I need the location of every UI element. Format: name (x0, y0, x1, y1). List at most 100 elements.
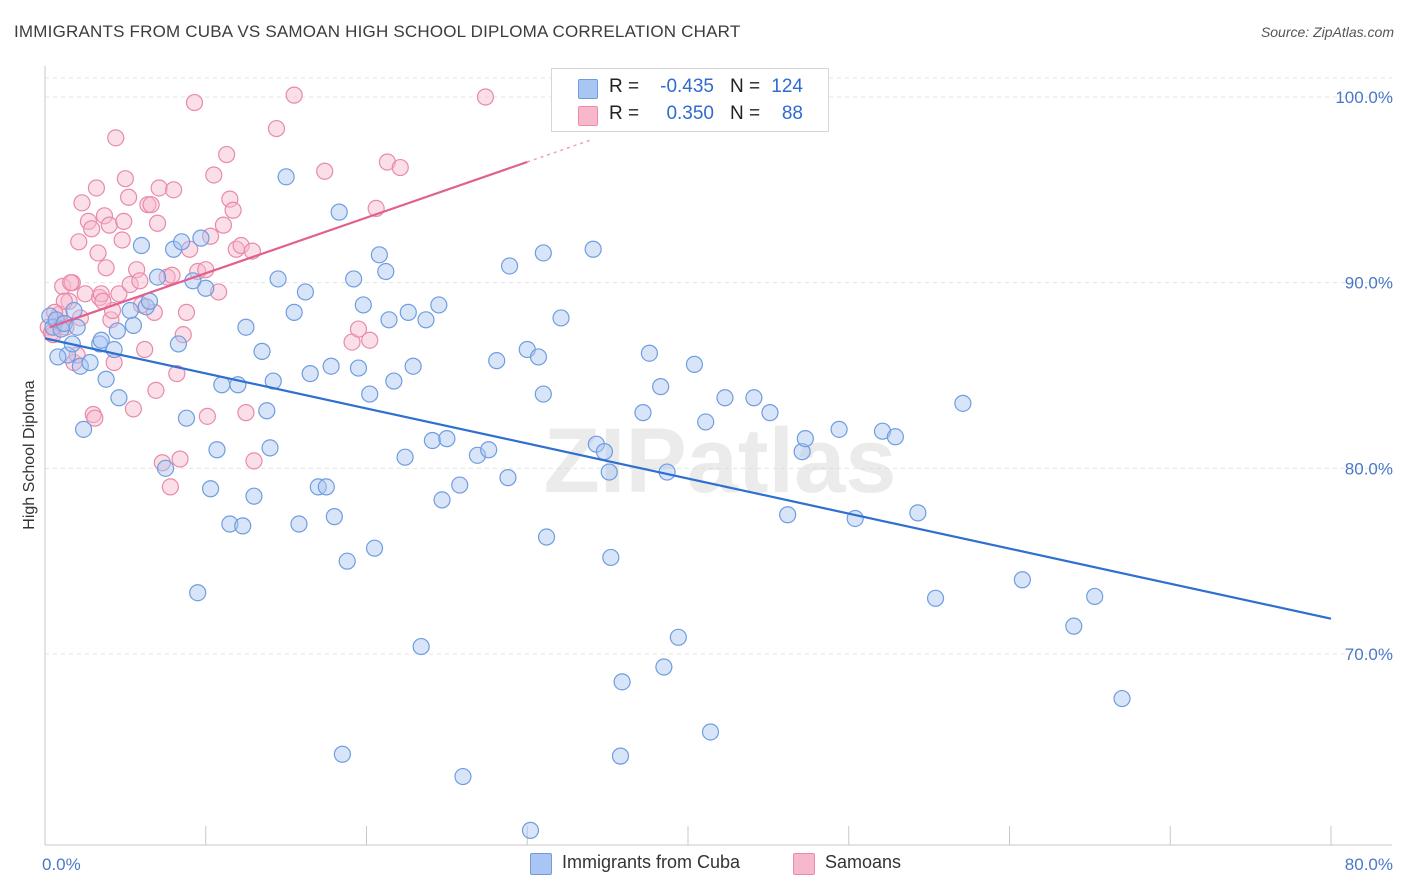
cuba-point (325, 508, 343, 526)
cuba-point (634, 404, 652, 422)
y-axis-title: High School Diploma (21, 380, 38, 530)
cuba-point (873, 422, 892, 440)
cuba-point (926, 589, 945, 607)
cuba-point (132, 236, 151, 255)
samoans-point (168, 365, 186, 383)
cuba-point (385, 372, 403, 390)
samoans-point (221, 190, 239, 208)
samoans-point (285, 86, 303, 104)
cuba-point (602, 548, 620, 567)
trend-lines (44, 139, 1332, 620)
y-tick-label: 80.0% (1345, 459, 1393, 478)
cuba-point (322, 357, 340, 375)
cuba-point (277, 168, 295, 186)
cuba-point (317, 478, 335, 496)
cuba-point (404, 357, 422, 375)
cuba-point (399, 303, 417, 321)
gridlines (45, 77, 1392, 655)
cuba-point (173, 233, 191, 251)
samoans-point (54, 277, 72, 295)
samoans-point (83, 220, 101, 238)
samoans-trend-extension (527, 139, 592, 163)
samoans-legend-label: Samoans (825, 852, 902, 872)
cuba-point (71, 357, 89, 375)
cuba-point (600, 463, 618, 481)
legend-row-samoans: R = 0.350 N = 88 (552, 100, 828, 128)
samoans-point (237, 404, 255, 422)
samoans-point (95, 207, 114, 225)
cuba-point (886, 428, 904, 446)
cuba-point (451, 476, 469, 494)
cuba-point (613, 673, 631, 691)
cuba-point (269, 270, 287, 288)
samoans-point (124, 400, 143, 418)
cuba-point (108, 322, 126, 340)
samoans-point (171, 450, 189, 468)
samoans-point (128, 261, 146, 279)
legend-n-value: 88 (781, 103, 803, 124)
cuba-point (124, 316, 143, 334)
cuba-point (189, 584, 207, 602)
samoans-point (378, 153, 396, 171)
cuba-point (208, 441, 226, 459)
samoans-point (86, 409, 104, 427)
legend-n-label: N = (730, 103, 761, 124)
samoans-trend-line (49, 160, 528, 329)
samoans-point (218, 145, 236, 164)
cuba-point (685, 355, 704, 373)
cuba-point (121, 301, 139, 320)
cuba-point (148, 268, 167, 286)
samoans-point (148, 214, 167, 232)
samoans-point (165, 181, 183, 199)
samoans-point (100, 216, 118, 234)
samoans-point (361, 331, 379, 349)
cuba-swatch (578, 79, 598, 99)
cuba-point (396, 448, 414, 466)
samoans-point (214, 216, 233, 234)
cuba-point (137, 298, 155, 316)
samoans-point (89, 244, 107, 262)
x-tick-label: 0.0% (42, 855, 81, 874)
cuba-point (534, 244, 552, 262)
cuba-point (1013, 571, 1031, 589)
samoans-legend-swatch (793, 853, 815, 875)
cuba-point (55, 314, 73, 333)
cuba-point (430, 296, 448, 314)
cuba-point (361, 385, 379, 403)
cuba-point (201, 480, 220, 498)
cuba-point (380, 311, 398, 329)
cuba-point (954, 394, 972, 412)
cuba-point (716, 389, 734, 407)
legend-r-label: R = (609, 76, 640, 97)
cuba-point (92, 331, 110, 349)
samoans-point (136, 340, 154, 359)
cuba-trend-line (44, 337, 1332, 620)
samoans-point (245, 452, 263, 470)
cuba-point (697, 413, 715, 431)
samoans-point (110, 285, 128, 303)
y-tick-label: 90.0% (1345, 274, 1393, 293)
cuba-point (74, 420, 93, 438)
cuba-point (81, 353, 99, 372)
samoans-point (73, 194, 91, 212)
samoans-point (119, 188, 138, 206)
cuba-point (177, 409, 196, 427)
samoans-point (121, 275, 139, 294)
cuba-point (296, 283, 315, 301)
correlation-legend: R = -0.435 N = 124 R = 0.350 N = 88 (551, 68, 829, 132)
cuba-point (701, 723, 720, 741)
samoans-point (76, 285, 94, 303)
samoans-point (70, 233, 88, 251)
cuba-legend-swatch (530, 853, 552, 875)
samoans-point (87, 179, 106, 197)
samoans-point (150, 179, 168, 197)
samoans-point (391, 158, 409, 177)
cuba-point (68, 318, 86, 336)
cuba-point (285, 303, 303, 321)
x-tick-label: 80.0% (1345, 855, 1393, 874)
samoans-point (349, 320, 368, 338)
samoans-point (205, 166, 223, 184)
samoans-point (316, 162, 334, 180)
samoans-point (476, 88, 495, 106)
cuba-point (745, 389, 763, 407)
